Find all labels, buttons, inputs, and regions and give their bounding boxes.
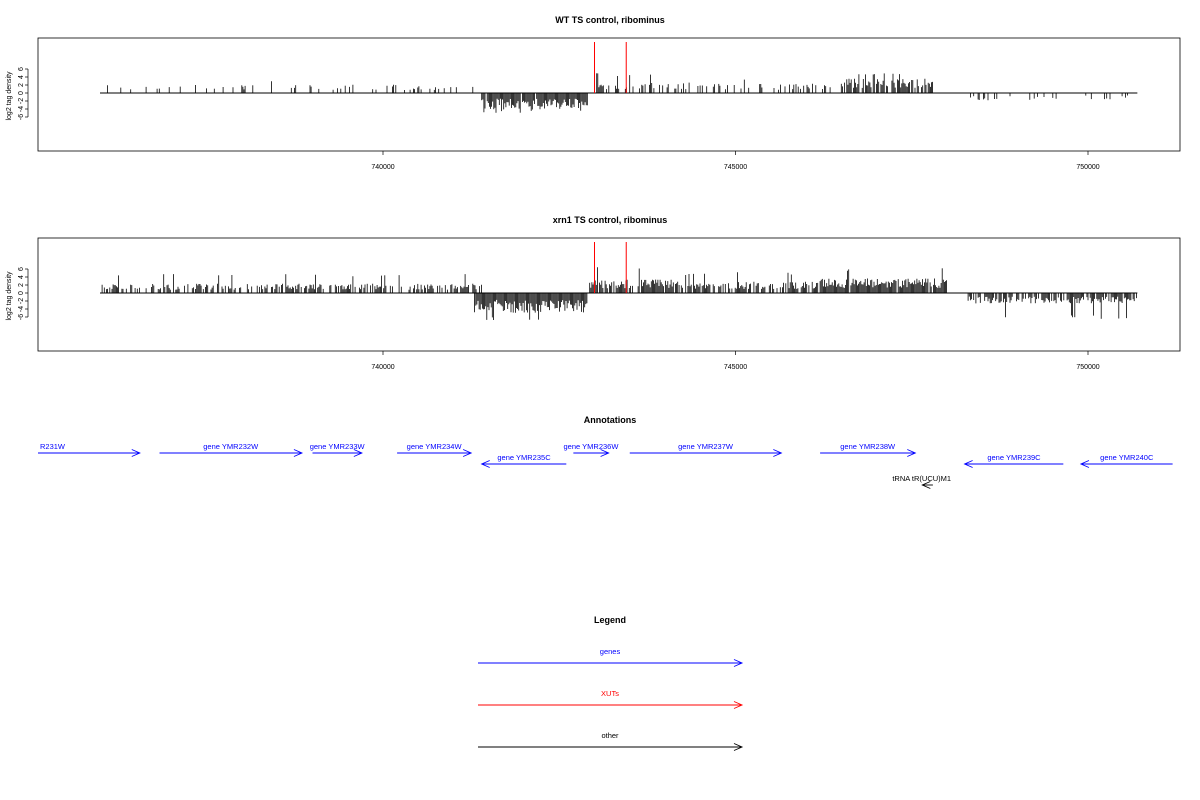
y-tick-label: -4	[18, 306, 25, 312]
legend-arrow-head	[733, 701, 744, 709]
y-tick-label: 0	[18, 291, 25, 295]
y-tick-label: 4	[18, 275, 25, 279]
feature-9: gene YMR240C	[1079, 453, 1173, 468]
feature-arrow-head	[921, 481, 931, 489]
x-tick-label: 745000	[724, 164, 747, 171]
y-tick-label: 0	[18, 91, 25, 95]
y-tick-label: -6	[18, 314, 25, 320]
feature-label: gene YMR232W	[203, 442, 259, 451]
legend-label: XUTs	[601, 689, 619, 698]
xrn1-bars	[100, 242, 1138, 320]
feature-label: gene YMR235C	[497, 453, 551, 462]
feature-5: gene YMR236W	[564, 442, 620, 457]
feature-label: gene YMR238W	[840, 442, 896, 451]
x-tick-label: 745000	[724, 364, 747, 371]
x-tick-label: 740000	[371, 364, 394, 371]
xrn1-x-axis: 740000 745000 750000	[371, 351, 1100, 371]
feature-arrow-head	[353, 449, 363, 457]
legend-title: Legend	[594, 615, 626, 625]
feature-label: tRNA tR(UCU)M1	[892, 474, 951, 483]
feature-layer: R231W gene YMR232W gene YMR233W gene YMR234…	[38, 442, 1173, 489]
x-tick-label: 740000	[371, 164, 394, 171]
x-tick-label: 750000	[1076, 364, 1099, 371]
y-tick-label: 6	[18, 267, 25, 271]
y-tick-label: 4	[18, 75, 25, 79]
xrn1-y-axis: 6 4 2 0 -2 -4 -6	[18, 267, 29, 320]
annotations-title: Annotations	[584, 415, 637, 425]
feature-arrow-head	[131, 449, 141, 457]
feature-label: gene YMR233W	[310, 442, 366, 451]
feature-arrow-head	[963, 460, 973, 468]
feature-label: gene YMR237W	[678, 442, 734, 451]
feature-4: gene YMR235C	[480, 453, 567, 468]
feature-label: gene YMR236W	[564, 442, 620, 451]
y-tick-label: -4	[18, 106, 25, 112]
wt-track-panel: WT TS control, ribominus log2 tag densit…	[6, 15, 1181, 171]
wt-x-axis: 740000 745000 750000	[371, 151, 1100, 171]
annotations-panel: Annotations R231W gene YMR232W gene YMR233…	[38, 415, 1173, 489]
feature-arrow-head	[1079, 460, 1090, 468]
legend-entry-other: other	[478, 731, 744, 751]
legend-entry-xuts: XUTs	[478, 689, 744, 709]
feature-label: gene YMR240C	[1100, 453, 1154, 462]
y-tick-label: -2	[18, 98, 25, 104]
feature-1: gene YMR232W	[159, 442, 304, 457]
feature-0: R231W	[38, 442, 141, 457]
feature-2: gene YMR233W	[310, 442, 366, 457]
feature-3: gene YMR234W	[397, 442, 473, 457]
y-tick-label: -6	[18, 114, 25, 120]
y-tick-label: 2	[18, 83, 25, 87]
xrn1-plot-frame	[37, 237, 1181, 352]
x-tick-label: 750000	[1076, 164, 1099, 171]
legend-entry-genes: genes	[478, 647, 744, 667]
feature-8: gene YMR239C	[963, 453, 1064, 468]
legend: Legend genes XUTs other	[478, 615, 744, 751]
legend-label: genes	[600, 647, 621, 656]
xrn1-track-title: xrn1 TS control, ribominus	[553, 215, 668, 225]
legend-arrow-head	[733, 659, 744, 667]
feature-arrow-head	[462, 449, 473, 457]
feature-arrow-head	[773, 449, 783, 457]
y-tick-label: 6	[18, 67, 25, 71]
feature-6: gene YMR237W	[629, 442, 783, 457]
wt-y-axis-label: log2 tag density	[6, 71, 13, 121]
y-tick-label: -2	[18, 298, 25, 304]
wt-bars	[100, 42, 1138, 113]
y-tick-label: 2	[18, 283, 25, 287]
feature-arrow-head	[600, 449, 610, 457]
feature-label: R231W	[40, 442, 66, 451]
feature-label: gene YMR234W	[407, 442, 463, 451]
feature-arrow-head	[480, 460, 490, 468]
feature-label: gene YMR239C	[987, 453, 1041, 462]
feature-10: tRNA tR(UCU)M1	[892, 474, 951, 489]
wt-y-axis: 6 4 2 0 -2 -4 -6	[18, 67, 29, 120]
xrn1-y-axis-label: log2 tag density	[6, 271, 13, 321]
legend-entries: genes XUTs other	[478, 647, 744, 751]
feature-arrow-head	[293, 449, 304, 457]
feature-arrow-head	[907, 449, 917, 457]
xrn1-track-panel: xrn1 TS control, ribominus log2 tag dens…	[6, 215, 1181, 371]
feature-7: gene YMR238W	[820, 442, 917, 457]
legend-arrow-head	[733, 743, 744, 751]
wt-track-title: WT TS control, ribominus	[555, 15, 665, 25]
wt-plot-frame	[37, 37, 1181, 152]
legend-label: other	[601, 731, 619, 740]
